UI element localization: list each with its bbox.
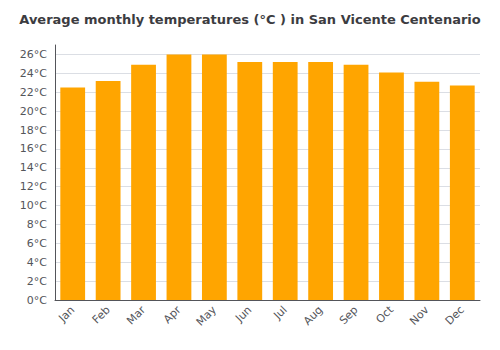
svg-text:20°C: 20°C: [20, 105, 47, 118]
svg-text:4°C: 4°C: [27, 256, 47, 269]
svg-text:Average monthly temperatures (: Average monthly temperatures (°C ) in Sa…: [19, 12, 481, 27]
svg-text:Jul: Jul: [271, 303, 290, 322]
svg-text:May: May: [194, 303, 220, 329]
svg-text:Apr: Apr: [161, 303, 184, 326]
svg-text:2°C: 2°C: [27, 275, 47, 288]
svg-text:Aug: Aug: [301, 303, 325, 327]
svg-text:Nov: Nov: [407, 303, 432, 328]
svg-text:Mar: Mar: [124, 303, 148, 327]
svg-text:Dec: Dec: [443, 303, 467, 327]
svg-text:18°C: 18°C: [20, 124, 47, 137]
svg-text:0°C: 0°C: [27, 294, 47, 307]
svg-text:10°C: 10°C: [20, 199, 47, 212]
svg-text:8°C: 8°C: [27, 218, 47, 231]
svg-text:Jan: Jan: [55, 303, 77, 325]
svg-text:Feb: Feb: [90, 303, 113, 326]
svg-text:26°C: 26°C: [20, 48, 47, 61]
svg-text:6°C: 6°C: [27, 237, 47, 250]
svg-text:14°C: 14°C: [20, 161, 47, 174]
svg-text:16°C: 16°C: [20, 142, 47, 155]
svg-text:12°C: 12°C: [20, 180, 47, 193]
svg-text:Sep: Sep: [337, 303, 361, 327]
svg-text:24°C: 24°C: [20, 67, 47, 80]
svg-text:22°C: 22°C: [20, 86, 47, 99]
svg-text:Oct: Oct: [373, 303, 396, 326]
svg-text:Jun: Jun: [232, 303, 254, 325]
